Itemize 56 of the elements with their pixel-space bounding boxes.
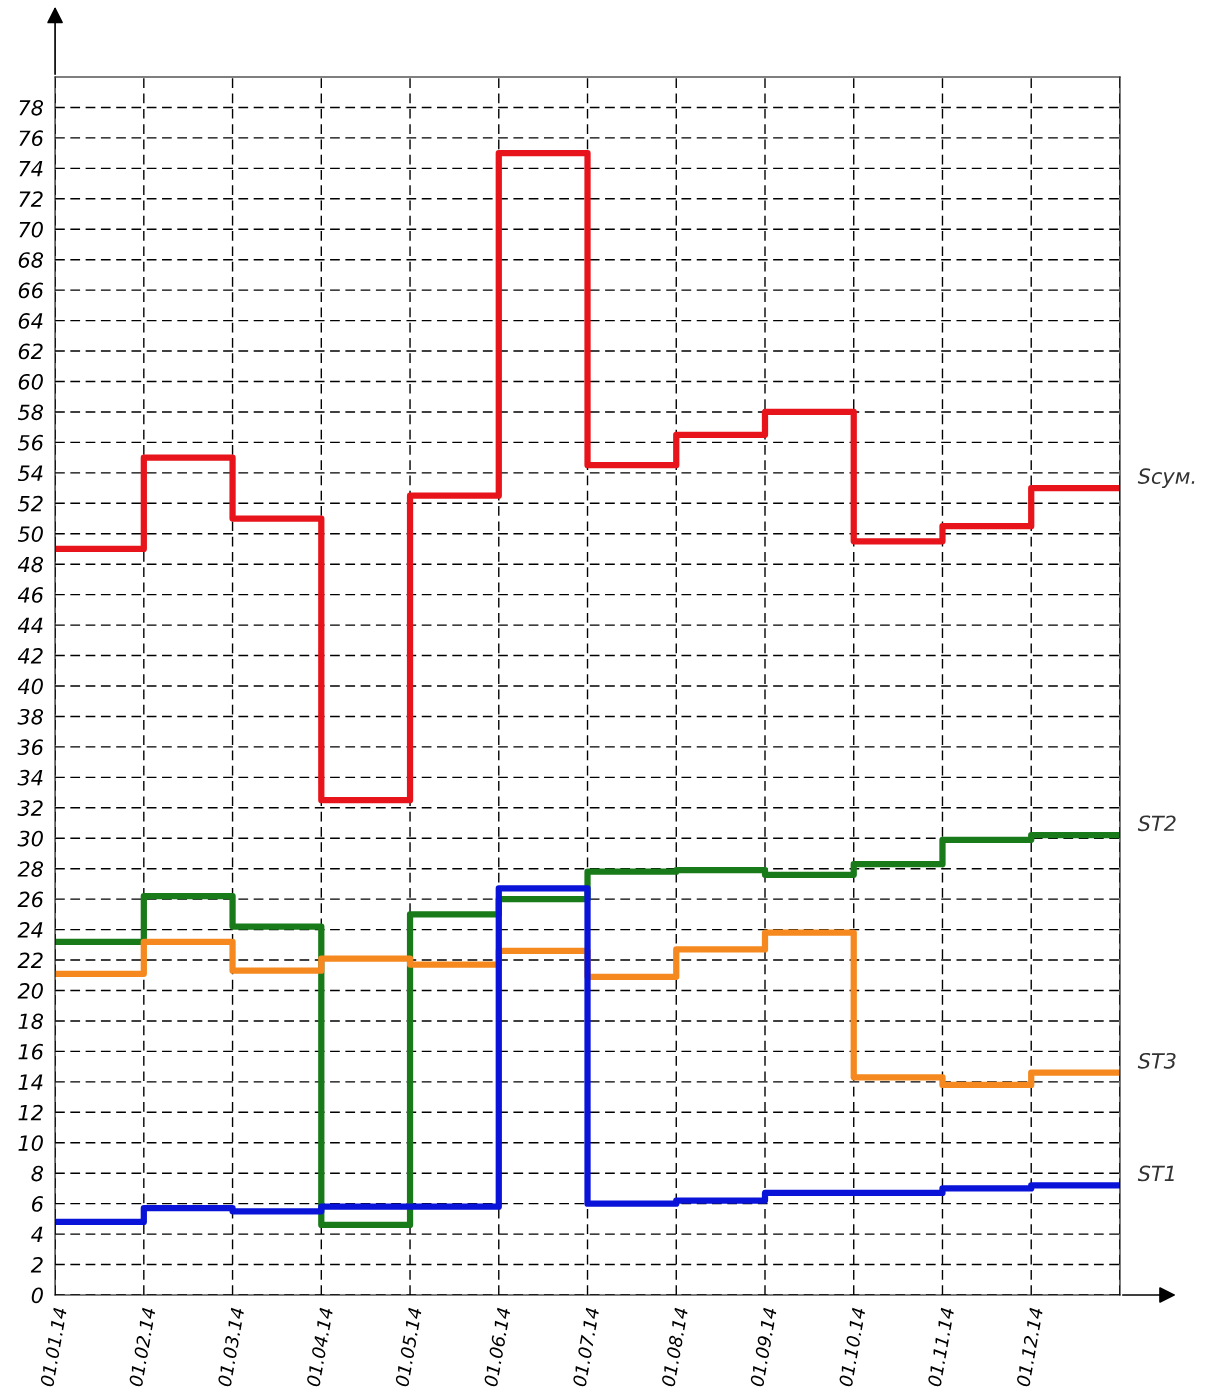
- x-tick-label: 01.08.14: [661, 1307, 689, 1387]
- y-tick-label: 0: [31, 1287, 43, 1304]
- y-tick-label: 68: [18, 252, 44, 268]
- y-tick-label: 78: [19, 99, 44, 116]
- y-tick-label: 62: [18, 343, 43, 360]
- x-tick-label: 01.04.14: [306, 1307, 334, 1387]
- y-tick-label: 58: [17, 404, 44, 421]
- y-tick-label: 60: [18, 373, 43, 390]
- series-label: ST3: [1137, 1052, 1176, 1069]
- y-tick-label: 56: [17, 434, 44, 451]
- series-label: ST1: [1137, 1165, 1174, 1182]
- x-tick-label: 01.09.14: [749, 1307, 777, 1387]
- y-tick-label: 16: [18, 1043, 44, 1060]
- y-tick-label: 6: [32, 1196, 44, 1212]
- x-tick-label: 01.10.14: [838, 1307, 866, 1387]
- x-tick-label: 01.07.14: [572, 1307, 600, 1387]
- y-tick-label: 20: [17, 982, 43, 999]
- x-tick-label: 01.06.14: [483, 1307, 511, 1387]
- y-tick-label: 24: [17, 922, 43, 938]
- y-tick-label: 36: [17, 739, 44, 756]
- y-tick-label: 28: [17, 861, 44, 877]
- x-tick-label: 01.12.14: [1016, 1307, 1044, 1387]
- x-tick-label: 01.03.14: [217, 1307, 245, 1387]
- y-tick-label: 44: [17, 617, 43, 634]
- y-tick-label: 2: [30, 1257, 43, 1273]
- series-label: ST2: [1137, 815, 1176, 832]
- y-tick-label: 18: [18, 1013, 44, 1030]
- y-tick-label: 10: [18, 1135, 43, 1151]
- y-tick-label: 8: [31, 1165, 44, 1182]
- y-tick-label: 48: [17, 556, 44, 573]
- y-tick-label: 30: [17, 830, 43, 847]
- y-tick-label: 12: [18, 1104, 43, 1121]
- y-tick-label: 34: [17, 769, 43, 786]
- x-tick-label: 01.11.14: [927, 1307, 955, 1387]
- y-tick-label: 54: [17, 465, 43, 482]
- x-tick-label: 01.02.14: [128, 1307, 156, 1387]
- y-tick-label: 22: [17, 952, 43, 968]
- y-tick-label: 38: [17, 708, 44, 725]
- y-tick-label: 46: [17, 587, 44, 603]
- y-tick-label: 40: [17, 678, 43, 695]
- y-tick-label: 42: [17, 648, 43, 664]
- y-tick-label: 66: [18, 282, 44, 299]
- y-tick-label: 76: [19, 130, 44, 147]
- y-tick-label: 74: [19, 161, 43, 177]
- y-tick-label: 50: [17, 526, 43, 542]
- y-tick-label: 52: [17, 495, 43, 512]
- x-tick-label: 01.05.14: [394, 1307, 422, 1387]
- y-tick-label: 64: [18, 313, 43, 329]
- x-tick-label: 01.01.14: [39, 1307, 67, 1387]
- y-tick-label: 14: [18, 1074, 43, 1090]
- y-tick-label: 32: [17, 800, 43, 817]
- y-tick-label: 72: [19, 191, 43, 207]
- y-tick-label: 4: [31, 1226, 43, 1243]
- y-tick-label: 70: [19, 221, 43, 238]
- series-label: Sсум.: [1137, 468, 1195, 489]
- y-tick-label: 26: [17, 891, 44, 908]
